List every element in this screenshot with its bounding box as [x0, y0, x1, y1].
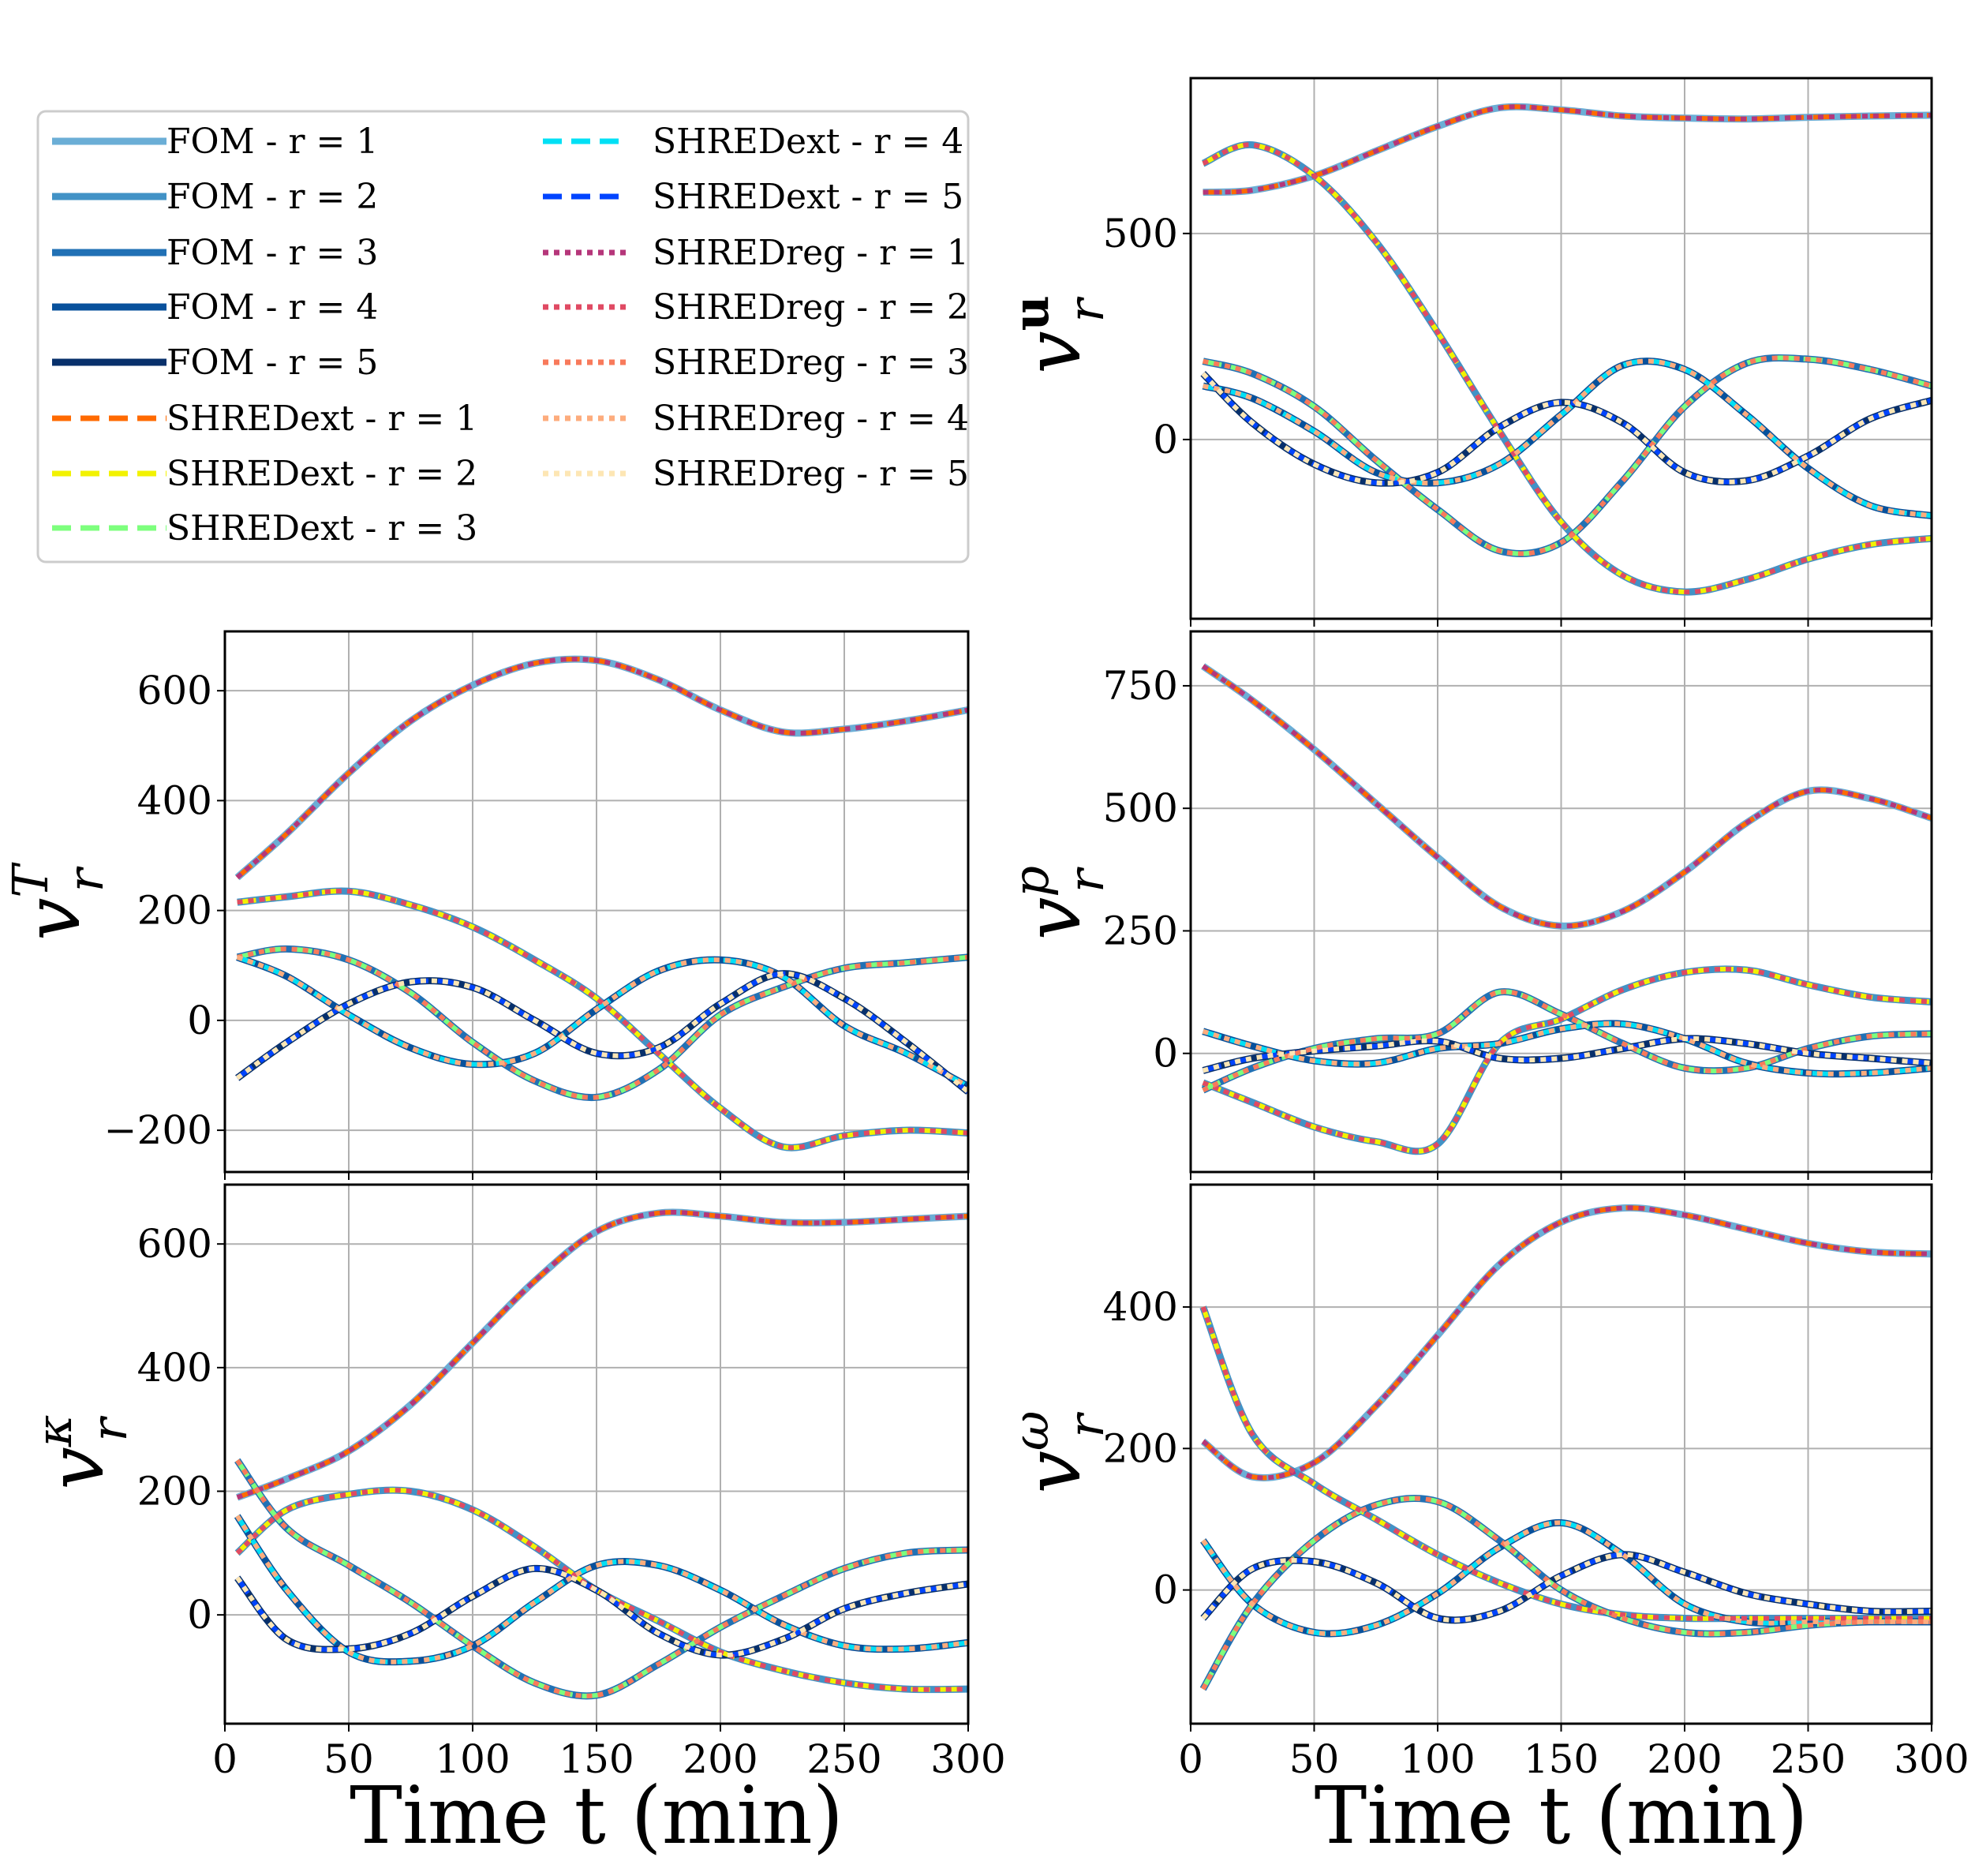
series-line-shredext-r1	[235, 657, 968, 880]
legend-label: SHREDreg - r = 4	[653, 399, 969, 439]
panel-T: −200 0 200 400 600 vTr	[2, 630, 970, 1180]
y-axis-label: vpr	[1002, 866, 1115, 940]
series-line-shredreg-r5	[1201, 372, 1932, 486]
legend-label: SHREDreg - r = 1	[653, 233, 969, 273]
x-axis-label: Time t (min)	[1315, 1769, 1809, 1862]
panel-p: 0 250 500 750 vpr	[1002, 630, 1933, 1180]
y-tick-label: 750	[1103, 663, 1178, 709]
y-tick-label: 0	[1153, 417, 1178, 462]
series-group	[1200, 103, 1932, 596]
legend-label: SHREDreg - r = 5	[653, 454, 969, 494]
series-line-shredreg-r5	[1201, 1552, 1932, 1623]
y-tick-label: 600	[137, 1221, 212, 1267]
legend-label: FOM - r = 3	[166, 233, 378, 273]
series-line-shredreg-r3	[235, 1458, 968, 1698]
legend-label: FOM - r = 4	[166, 287, 378, 328]
x-tick-label: 100	[435, 1736, 510, 1782]
y-axis-label: vκr	[25, 1415, 138, 1490]
series-line-shredreg-r5	[235, 1566, 968, 1658]
x-tick-label: 300	[1894, 1736, 1969, 1782]
series-line-shredreg-r3	[1201, 1496, 1932, 1691]
x-tick-label: 250	[1771, 1736, 1846, 1782]
series-line-shredreg-r4	[236, 955, 968, 1089]
y-tick-label: 200	[137, 1468, 212, 1514]
y-axis-label: vωr	[1002, 1411, 1115, 1494]
x-tick-label: 50	[324, 1736, 374, 1782]
x-tick-label: 150	[559, 1736, 634, 1782]
legend-label: FOM - r = 5	[166, 343, 378, 383]
y-tick-label: 250	[1103, 908, 1178, 953]
series-line-shredreg-r1	[1201, 1205, 1932, 1481]
legend-label: SHREDreg - r = 3	[653, 343, 969, 383]
series-line-shredreg-r1	[236, 1209, 968, 1500]
legend-label: FOM - r = 2	[166, 177, 378, 217]
axes-frame	[1189, 77, 1933, 620]
legend: FOM - r = 1 FOM - r = 2 FOM - r = 3 FOM - r…	[36, 110, 970, 564]
panel-u: 0 500 vur	[1002, 77, 1933, 627]
series-line-shredreg-r3	[237, 946, 968, 1100]
legend-label: SHREDext - r = 3	[166, 508, 477, 549]
axes-frame	[223, 1183, 970, 1725]
y-axis-label: vTr	[2, 862, 114, 941]
axes-frame	[1189, 630, 1933, 1174]
y-tick-label: 400	[1103, 1284, 1178, 1330]
y-tick-label: 500	[1103, 211, 1178, 256]
x-tick-label: 250	[806, 1736, 881, 1782]
y-tick-label: 400	[137, 1345, 212, 1391]
series-group	[1199, 1204, 1932, 1691]
y-tick-label: −200	[104, 1107, 212, 1153]
y-tick-label: 0	[1153, 1031, 1178, 1077]
x-tick-label: 50	[1289, 1736, 1340, 1782]
y-tick-label: 500	[1103, 785, 1178, 831]
series-line-shredreg-r2	[1202, 142, 1932, 595]
legend-label: SHREDext - r = 1	[166, 399, 477, 439]
series-line-shredext-r3	[1202, 989, 1932, 1093]
panel-kappa: 0 50 100 150 200 250 300 0 200 400 600 vκr Time t (m…	[25, 1183, 1006, 1862]
legend-label: SHREDext - r = 5	[653, 177, 963, 217]
axes-frame	[1189, 1183, 1933, 1725]
y-tick-label: 0	[1153, 1567, 1178, 1613]
series-line-shredext-r5	[235, 971, 968, 1094]
x-axis-label: Time t (min)	[350, 1769, 843, 1862]
x-tick-label: 150	[1524, 1736, 1599, 1782]
x-tick-label: 0	[212, 1736, 238, 1782]
x-tick-label: 300	[930, 1736, 1005, 1782]
series-line-shredreg-r2	[1202, 966, 1932, 1154]
series-line-shredreg-r2	[237, 888, 968, 1151]
series-line-shredreg-r5	[1202, 1035, 1932, 1073]
series-line-shredreg-r3	[1202, 355, 1932, 556]
x-tick-label: 100	[1400, 1736, 1475, 1782]
legend-label: FOM - r = 1	[166, 122, 378, 162]
x-tick-label: 200	[683, 1736, 757, 1782]
series-line-shredreg-r5	[235, 971, 968, 1094]
panel-omega: 0 50 100 150 200 250 300 0 200 400 vωr Time t (min)	[1002, 1183, 1969, 1862]
legend-frame	[36, 110, 970, 564]
y-tick-label: 200	[1103, 1425, 1178, 1471]
series-line-shredreg-r4	[1202, 1020, 1932, 1077]
y-tick-label: 0	[187, 998, 212, 1043]
x-tick-label: 0	[1178, 1736, 1203, 1782]
series-group	[234, 1208, 968, 1700]
series-group	[1201, 663, 1932, 1155]
y-axis-label: vur	[1002, 295, 1115, 373]
legend-label: SHREDext - r = 2	[166, 454, 477, 494]
series-line-shredreg-r4	[1201, 1520, 1932, 1636]
series-group	[234, 655, 968, 1151]
y-tick-label: 600	[137, 668, 212, 713]
axes-frame	[223, 630, 970, 1174]
series-line-shredreg-r3	[1202, 989, 1932, 1093]
legend-label: SHREDext - r = 4	[653, 122, 963, 162]
y-tick-label: 0	[187, 1592, 212, 1638]
y-tick-label: 400	[137, 777, 212, 823]
series-line-shredreg-r4	[1202, 358, 1932, 519]
x-tick-label: 200	[1647, 1736, 1722, 1782]
series-line-shredext-r3	[1201, 1496, 1932, 1691]
legend-label: SHREDreg - r = 2	[653, 287, 969, 328]
series-line-shredreg-r1	[1201, 664, 1932, 929]
y-tick-label: 200	[137, 888, 212, 934]
series-line-shredreg-r2	[1200, 1305, 1932, 1621]
